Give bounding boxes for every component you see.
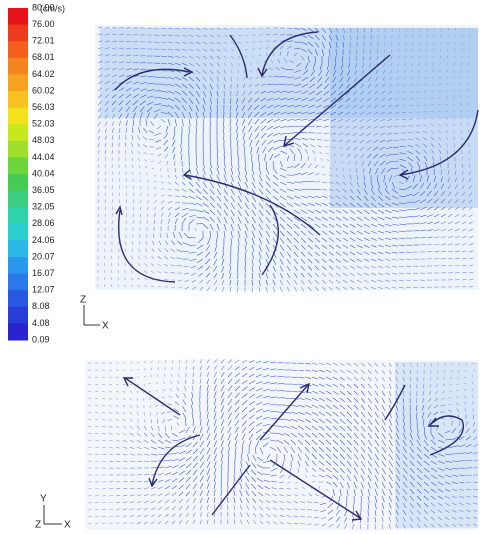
- legend-swatch: [8, 91, 28, 108]
- legend-label: 68.01: [32, 52, 55, 62]
- legend-label: 36.05: [32, 185, 55, 195]
- legend-swatch: [8, 240, 28, 257]
- legend-label: 48.03: [32, 135, 55, 145]
- legend-label: 12.07: [32, 285, 55, 295]
- legend-label: 20.07: [32, 251, 55, 261]
- legend-swatch: [8, 191, 28, 208]
- legend-label: 60.02: [32, 85, 55, 95]
- legend-label: 4.08: [32, 318, 50, 328]
- legend-label: 64.02: [32, 69, 55, 79]
- legend-swatch: [8, 124, 28, 141]
- legend-label: 16.07: [32, 268, 55, 278]
- legend-swatch: [8, 224, 28, 241]
- legend-label: 76.00: [32, 19, 55, 29]
- legend-swatch: [8, 307, 28, 324]
- axis-label: Z: [35, 520, 41, 531]
- axis-label: X: [64, 520, 71, 531]
- page: 80.0076.0072.0168.0164.0260.0256.0352.03…: [0, 0, 482, 534]
- top-shading: [330, 28, 478, 208]
- legend-label: 52.03: [32, 119, 55, 129]
- legend-label: 72.01: [32, 36, 55, 46]
- bottom-axis-indicator: [44, 505, 62, 524]
- legend-swatch: [8, 274, 28, 291]
- axis-label: Y: [40, 494, 47, 505]
- top-axis-indicator: [84, 305, 100, 325]
- legend-swatch: [8, 8, 28, 25]
- legend-swatch: [8, 108, 28, 125]
- legend-label: 32.05: [32, 202, 55, 212]
- axis-label: Z: [80, 295, 86, 306]
- legend-label: 40.04: [32, 168, 55, 178]
- axis-label: X: [102, 321, 109, 332]
- legend-label: 28.06: [32, 218, 55, 228]
- color-legend: 80.0076.0072.0168.0164.0260.0256.0352.03…: [8, 2, 55, 344]
- legend-swatch: [8, 157, 28, 174]
- legend-label: 24.06: [32, 235, 55, 245]
- legend-label: 44.04: [32, 152, 55, 162]
- legend-label: 8.08: [32, 301, 50, 311]
- legend-swatch: [8, 323, 28, 340]
- legend-swatch: [8, 58, 28, 75]
- legend-swatch: [8, 25, 28, 42]
- legend-label: 0.09: [32, 334, 50, 344]
- legend-swatch: [8, 174, 28, 191]
- legend-swatch: [8, 41, 28, 58]
- legend-swatch: [8, 257, 28, 274]
- legend-swatch: [8, 290, 28, 307]
- legend-unit: (cm/s): [40, 3, 65, 13]
- legend-swatch: [8, 207, 28, 224]
- legend-swatch: [8, 74, 28, 91]
- legend-swatch: [8, 141, 28, 158]
- legend-label: 56.03: [32, 102, 55, 112]
